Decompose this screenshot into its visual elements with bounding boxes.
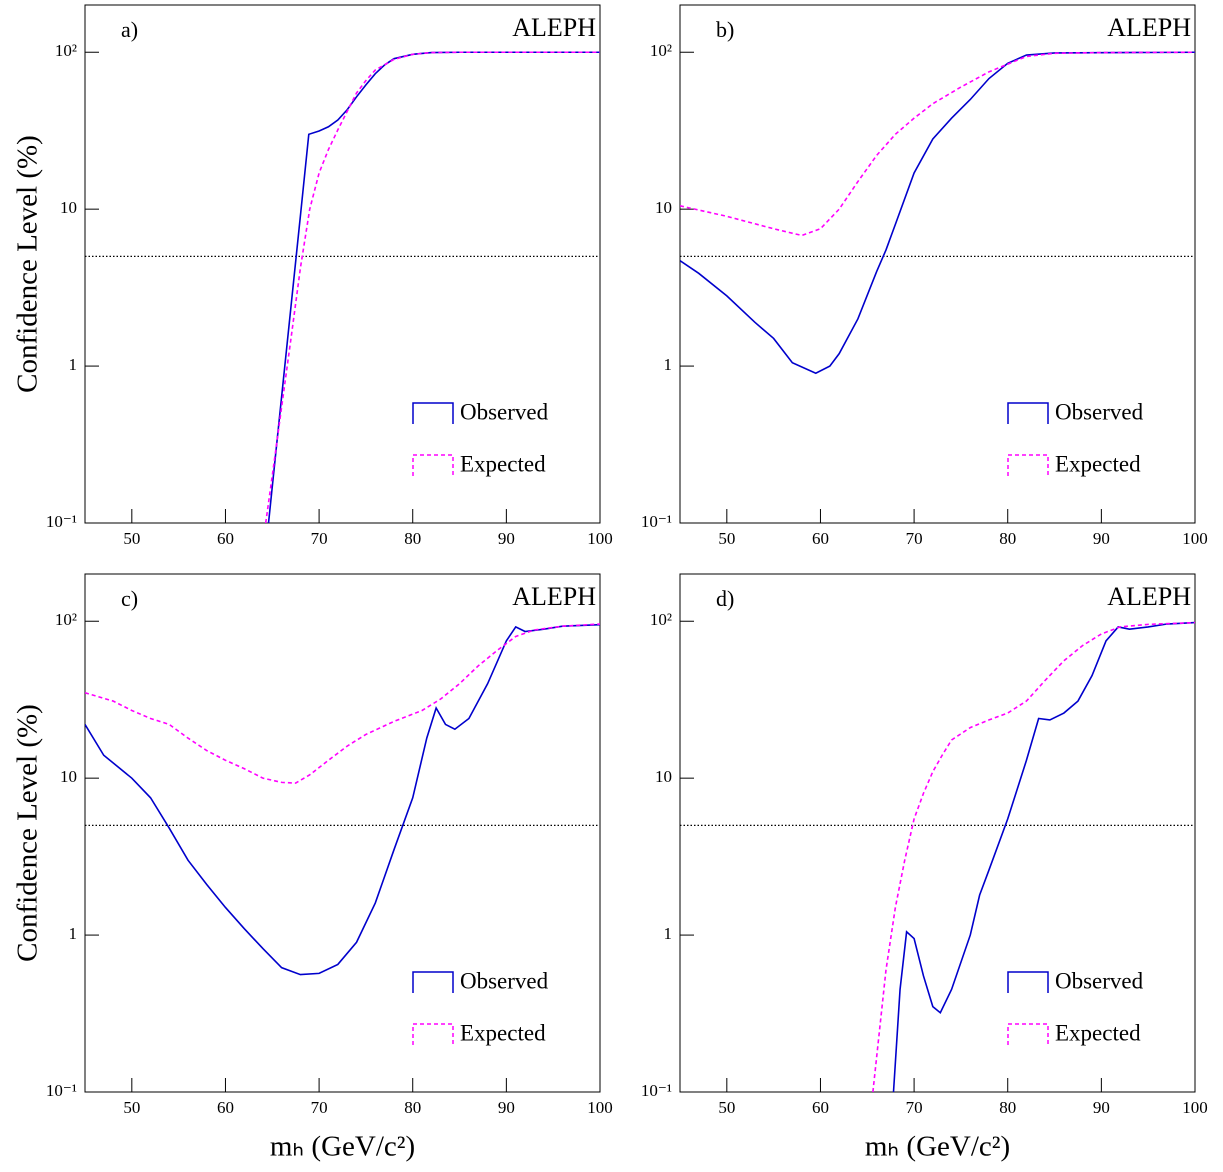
experiment-label: ALEPH [512,13,596,42]
y-tick-label: 10 [655,767,672,786]
x-tick-label: 80 [999,1098,1016,1117]
experiment-label: ALEPH [1107,13,1191,42]
experiment-label: ALEPH [512,582,596,611]
y-tick-label: 10² [55,610,77,629]
legend-label: Observed [1055,399,1144,424]
legend-label: Expected [460,451,546,476]
x-tick-label: 100 [587,1098,613,1117]
x-tick-label: 60 [812,1098,829,1117]
panel-label: d) [716,586,734,611]
y-tick-label: 1 [664,924,673,943]
series-line [85,623,600,976]
series-line [85,623,600,784]
x-tick-label: 90 [498,529,515,548]
x-tick-label: 50 [718,1098,735,1117]
y-tick-label: 10² [55,41,77,60]
y-tick-label: 10 [60,767,77,786]
legend-swatch [1007,402,1049,424]
series-line [680,51,1195,237]
y-tick-label: 1 [69,355,78,374]
plot-frame [84,4,601,524]
legend-label: Expected [460,1020,546,1045]
y-tick-label: 10² [650,41,672,60]
panel: 50 60 70 80 90 100 10⁻¹ 1 10 10² c) ALEPH Observed Ex… [12,573,613,1163]
panel-label: b) [716,17,734,42]
y-tick-label: 10⁻¹ [46,512,77,531]
plot-frame [679,573,1196,1093]
x-tick-label: 90 [498,1098,515,1117]
series-line [680,51,1195,375]
x-tick-label: 50 [123,1098,140,1117]
legend-swatch [1007,971,1049,993]
legend-label: Observed [460,399,549,424]
y-tick-label: 10² [650,610,672,629]
panel-label: c) [121,586,138,611]
x-tick-label: 90 [1093,529,1110,548]
y-axis-label: Confidence Level (%) [12,135,44,393]
legend-label: Expected [1055,1020,1141,1045]
legend-label: Observed [1055,968,1144,993]
panel: 50 60 70 80 90 100 10⁻¹ 1 10 10² a) ALEPH Observed Ex… [12,4,613,548]
x-tick-label: 50 [123,529,140,548]
legend-label: Observed [460,968,549,993]
x-tick-label: 60 [812,529,829,548]
panel: 50 60 70 80 90 100 10⁻¹ 1 10 10² b) ALEPH Observed Ex… [641,4,1208,548]
x-tick-label: 80 [999,529,1016,548]
x-axis-label: mₕ (GeV/c²) [865,1131,1010,1163]
panel-label: a) [121,17,138,42]
series-line [892,621,1195,1092]
legend-swatch [412,1023,454,1045]
series-line [872,621,1195,1092]
y-tick-label: 10 [655,198,672,217]
x-tick-label: 100 [1182,529,1208,548]
y-tick-label: 10 [60,198,77,217]
series-line [267,51,600,523]
y-tick-label: 10⁻¹ [641,512,672,531]
x-tick-label: 70 [906,529,923,548]
x-tick-label: 70 [311,529,328,548]
y-tick-label: 1 [69,924,78,943]
y-tick-label: 10⁻¹ [641,1081,672,1100]
x-tick-label: 100 [587,529,613,548]
x-tick-label: 70 [906,1098,923,1117]
x-tick-label: 90 [1093,1098,1110,1117]
legend-swatch [1007,1023,1049,1045]
legend-swatch [412,971,454,993]
legend-swatch [1007,454,1049,476]
x-tick-label: 60 [217,529,234,548]
x-tick-label: 100 [1182,1098,1208,1117]
panel: 50 60 70 80 90 100 10⁻¹ 1 10 10² d) ALEPH Observed Ex… [641,573,1208,1163]
x-tick-label: 50 [718,529,735,548]
x-tick-label: 70 [311,1098,328,1117]
experiment-label: ALEPH [1107,582,1191,611]
series-line [264,51,600,523]
y-tick-label: 10⁻¹ [46,1081,77,1100]
legend-swatch [412,454,454,476]
plot-frame [679,4,1196,524]
x-axis-label: mₕ (GeV/c²) [270,1131,415,1163]
y-tick-label: 1 [664,355,673,374]
y-axis-label: Confidence Level (%) [12,704,44,962]
x-tick-label: 80 [404,1098,421,1117]
legend-swatch [412,402,454,424]
x-tick-label: 80 [404,529,421,548]
x-tick-label: 60 [217,1098,234,1117]
plot-frame [84,573,601,1093]
legend-label: Expected [1055,451,1141,476]
